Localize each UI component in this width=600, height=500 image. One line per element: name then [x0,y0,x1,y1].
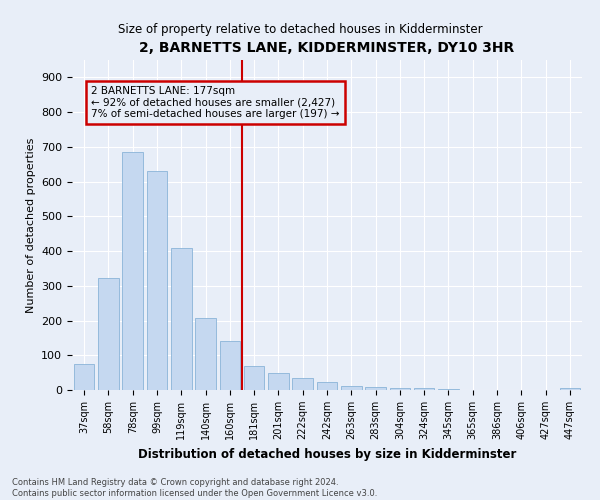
Text: 2 BARNETTS LANE: 177sqm
← 92% of detached houses are smaller (2,427)
7% of semi-: 2 BARNETTS LANE: 177sqm ← 92% of detache… [91,86,340,120]
Bar [98,278,119,390]
Bar [389,388,410,390]
Text: Contains HM Land Registry data © Crown copyright and database right 2024.
Contai: Contains HM Land Registry data © Crown c… [12,478,377,498]
Bar [317,382,337,390]
Bar [220,342,240,390]
Bar [268,374,289,390]
Bar [414,388,434,390]
Bar [122,152,143,390]
Bar [292,378,313,390]
Bar [171,248,191,390]
Y-axis label: Number of detached properties: Number of detached properties [26,138,35,312]
X-axis label: Distribution of detached houses by size in Kidderminster: Distribution of detached houses by size … [138,448,516,460]
Bar [560,388,580,390]
Bar [365,386,386,390]
Text: Size of property relative to detached houses in Kidderminster: Size of property relative to detached ho… [118,22,482,36]
Bar [244,366,265,390]
Bar [195,318,216,390]
Title: 2, BARNETTS LANE, KIDDERMINSTER, DY10 3HR: 2, BARNETTS LANE, KIDDERMINSTER, DY10 3H… [139,40,515,54]
Bar [146,171,167,390]
Bar [74,364,94,390]
Bar [341,386,362,390]
